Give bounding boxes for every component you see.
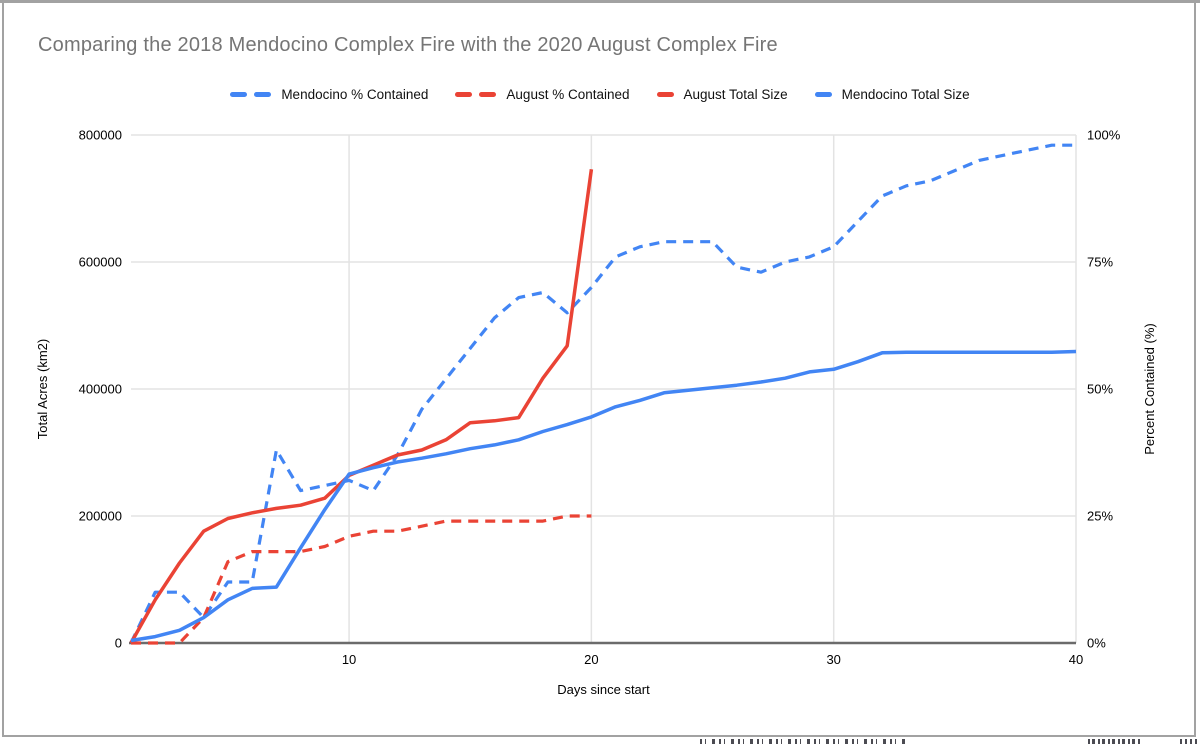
y-right-tick-label: 50% <box>1087 382 1113 397</box>
y-right-tick-label: 100% <box>1087 128 1121 143</box>
chart-legend: Mendocino % Contained August % Contained A… <box>0 87 1200 102</box>
y-left-tick-label: 800000 <box>79 128 122 143</box>
y-left-tick-label: 200000 <box>79 509 122 524</box>
y-right-tick-label: 0% <box>1087 636 1106 651</box>
legend-item-mendocino-contained[interactable]: Mendocino % Contained <box>230 87 428 102</box>
series-august-contained-line[interactable] <box>131 514 592 645</box>
series-mendocino-contained-line[interactable] <box>129 143 1076 644</box>
x-tick-label: 10 <box>342 652 356 667</box>
solid-line-swatch-icon <box>814 92 832 97</box>
clipped-text-fragment <box>1088 739 1140 744</box>
legend-label: Mendocino Total Size <box>841 87 970 102</box>
y-right-axis-title: Percent Contained (%) <box>1142 323 1157 455</box>
solid-line-swatch-icon <box>656 92 674 97</box>
y-left-tick-label: 600000 <box>79 255 122 270</box>
dashed-line-swatch-icon <box>230 92 272 97</box>
x-tick-label: 30 <box>826 652 840 667</box>
y-right-tick-label: 25% <box>1087 509 1113 524</box>
x-tick-label: 40 <box>1069 652 1083 667</box>
legend-item-mendocino-total-size[interactable]: Mendocino Total Size <box>814 87 970 102</box>
x-tick-label: 20 <box>584 652 598 667</box>
y-left-axis-title: Total Acres (km2) <box>35 339 50 439</box>
y-left-tick-label: 400000 <box>79 382 122 397</box>
clipped-content-bottom <box>0 737 1200 744</box>
legend-item-august-total-size[interactable]: August Total Size <box>656 87 788 102</box>
series-mendocino-total-size-line[interactable] <box>130 349 1077 643</box>
clipped-text-fragment <box>700 739 906 744</box>
x-axis-title: Days since start <box>557 682 650 697</box>
clipped-text-fragment <box>1180 739 1199 744</box>
legend-item-august-contained[interactable]: August % Contained <box>455 87 630 102</box>
dashed-line-swatch-icon <box>455 92 497 97</box>
chart-title: Comparing the 2018 Mendocino Complex Fir… <box>38 34 778 56</box>
y-left-tick-label: 0 <box>115 636 122 651</box>
legend-label: August % Contained <box>506 87 630 102</box>
series-august-total-size-line[interactable] <box>129 169 594 644</box>
legend-label: August Total Size <box>683 87 788 102</box>
legend-label: Mendocino % Contained <box>281 87 429 102</box>
y-right-tick-label: 75% <box>1087 255 1113 270</box>
